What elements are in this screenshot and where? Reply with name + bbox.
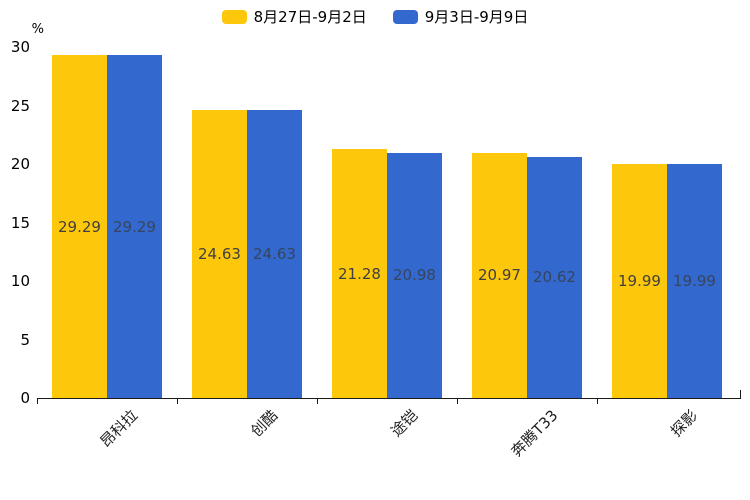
x-axis-line [37,398,741,400]
legend: 8月27日-9月2日 9月3日-9月9日 [0,8,750,26]
bar-value-label: 24.63 [198,244,241,263]
y-axis-tick-label: 20 [10,155,30,173]
bar-series2-探影[interactable]: 19.99 [667,164,722,398]
x-axis-tick [597,399,599,404]
x-axis-category-label: 昂科拉 [96,406,142,451]
bar-value-label: 24.63 [253,244,296,263]
x-axis-tick [317,399,319,404]
x-axis-tick [177,399,179,404]
y-axis-tick-label: 10 [10,272,30,290]
bar-series1-创酷[interactable]: 24.63 [192,109,247,398]
y-axis-tick-label: 25 [10,96,30,115]
x-axis-tick [37,399,39,404]
bar-value-label: 29.29 [113,217,156,236]
y-axis-unit-label: % [31,22,44,37]
bar-series1-昂科拉[interactable]: 29.29 [52,55,107,398]
legend-swatch-icon [221,10,247,24]
bar-series2-创酷[interactable]: 24.63 [247,109,302,398]
y-axis-tick-label: 0 [20,389,30,407]
bar-series2-途铠[interactable]: 20.98 [387,152,442,398]
bar-series2-昂科拉[interactable]: 29.29 [107,55,162,398]
x-axis-tick [457,399,459,404]
legend-item-series-2[interactable]: 9月3日-9月9日 [392,8,529,26]
bar-value-label: 20.98 [393,266,436,285]
x-axis-category-label: 探影 [667,406,702,441]
x-axis-category-label: 途铠 [387,406,422,441]
bar-value-label: 29.29 [58,217,101,236]
bar-value-label: 19.99 [673,272,716,291]
legend-label: 9月3日-9月9日 [424,8,529,26]
y-axis-tick-label: 15 [10,213,30,232]
plot-area: 29.29 29.29 昂科拉 24.63 24.63 创酷 21.28 20.98 途铠 20.… [37,47,747,500]
bar-series1-探影[interactable]: 19.99 [612,164,667,398]
y-axis-tick-label: 30 [10,38,30,56]
legend-label: 8月27日-9月2日 [253,8,367,26]
bar-value-label: 20.62 [533,268,576,287]
bar-value-label: 21.28 [338,264,381,283]
legend-item-series-1[interactable]: 8月27日-9月2日 [221,8,367,26]
legend-swatch-icon [392,10,418,24]
bar-series1-奔腾T33[interactable]: 20.97 [472,152,527,398]
y-axis-tick-label: 5 [20,330,30,349]
bar-series2-奔腾T33[interactable]: 20.62 [527,156,582,398]
x-axis-end-tick [740,390,742,399]
x-axis-category-label: 奔腾T33 [507,406,562,461]
x-axis-category-label: 创酷 [247,406,282,441]
bar-value-label: 20.97 [478,266,521,285]
bar-series1-途铠[interactable]: 21.28 [332,149,387,398]
bar-value-label: 19.99 [618,272,661,291]
